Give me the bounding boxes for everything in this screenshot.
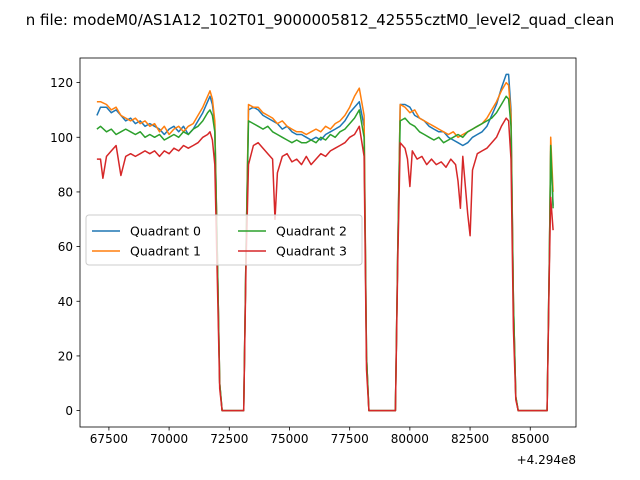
y-tick-label: 80 [58,185,73,199]
series-layer [96,73,554,412]
y-axis: 0 20 40 60 80 100 120 [50,76,80,418]
x-axis: 67500 70000 72500 75000 77500 80000 82500 85000 [90,427,549,446]
y-tick-label: 120 [50,76,73,90]
plot-area-frame [79,57,577,428]
y-tick-label: 40 [58,295,73,309]
series-line-quadrant-2 [96,95,554,412]
x-tick-label: 85000 [511,432,549,446]
y-tick-label: 0 [65,404,73,418]
series-line-quadrant-0 [96,73,554,412]
legend: Quadrant 0 Quadrant 1 Quadrant 2 Quadrant 3 [85,214,363,266]
series-line-quadrant-3 [96,117,554,412]
legend-box [85,214,363,266]
legend-label-quadrant-0: Quadrant 0 [130,224,201,239]
y-tick-label: 20 [58,349,73,363]
legend-label-quadrant-2: Quadrant 2 [276,224,347,239]
x-tick-label: 77500 [331,432,369,446]
legend-label-quadrant-1: Quadrant 1 [130,244,201,259]
chart-title: n file: modeM0/AS1A12_102T01_9000005812_… [26,11,615,30]
x-tick-label: 80000 [391,432,429,446]
y-tick-label: 100 [50,131,73,145]
x-axis-offset-label: +4.294e8 [517,453,576,467]
x-tick-label: 82500 [451,432,489,446]
x-tick-label: 72500 [210,432,248,446]
x-tick-label: 70000 [150,432,188,446]
y-tick-label: 60 [58,240,73,254]
x-tick-label: 67500 [90,432,128,446]
x-tick-label: 75000 [270,432,308,446]
legend-label-quadrant-3: Quadrant 3 [276,244,347,259]
